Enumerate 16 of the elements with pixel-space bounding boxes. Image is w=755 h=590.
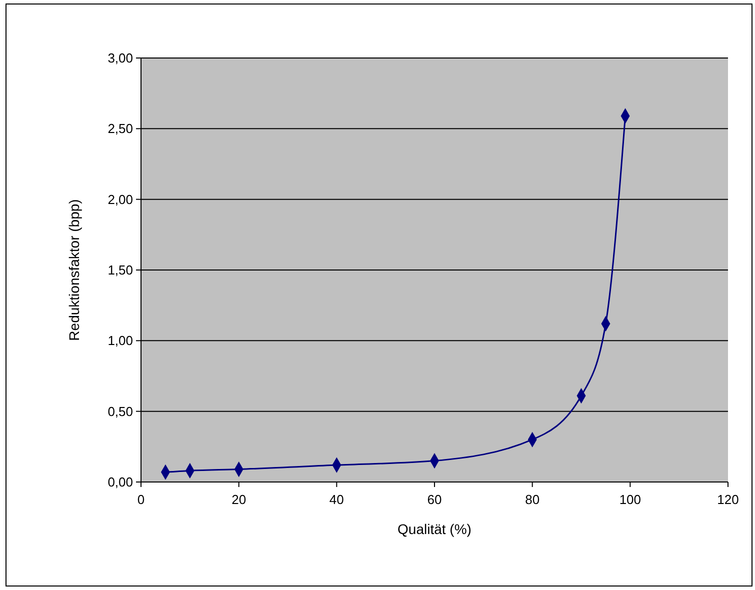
x-tick-label: 40: [329, 492, 344, 507]
x-tick-label: 120: [717, 492, 739, 507]
x-tick-label: 80: [525, 492, 540, 507]
y-tick-label: 2,50: [108, 121, 133, 136]
x-axis-title: Qualität (%): [398, 521, 472, 537]
y-tick-label: 1,00: [108, 333, 133, 348]
x-tick-label: 60: [427, 492, 442, 507]
y-tick-label: 2,00: [108, 192, 133, 207]
x-tick-label: 100: [619, 492, 642, 507]
y-tick-label: 1,50: [108, 262, 133, 278]
y-tick-label: 0,50: [108, 404, 133, 419]
y-tick-label: 3,00: [108, 50, 133, 66]
x-tick-label: 20: [232, 492, 246, 507]
y-tick-label: 0,00: [108, 474, 133, 490]
y-axis-title: Reduktionsfaktor (bpp): [66, 199, 82, 341]
x-tick-label: 0: [137, 492, 145, 507]
